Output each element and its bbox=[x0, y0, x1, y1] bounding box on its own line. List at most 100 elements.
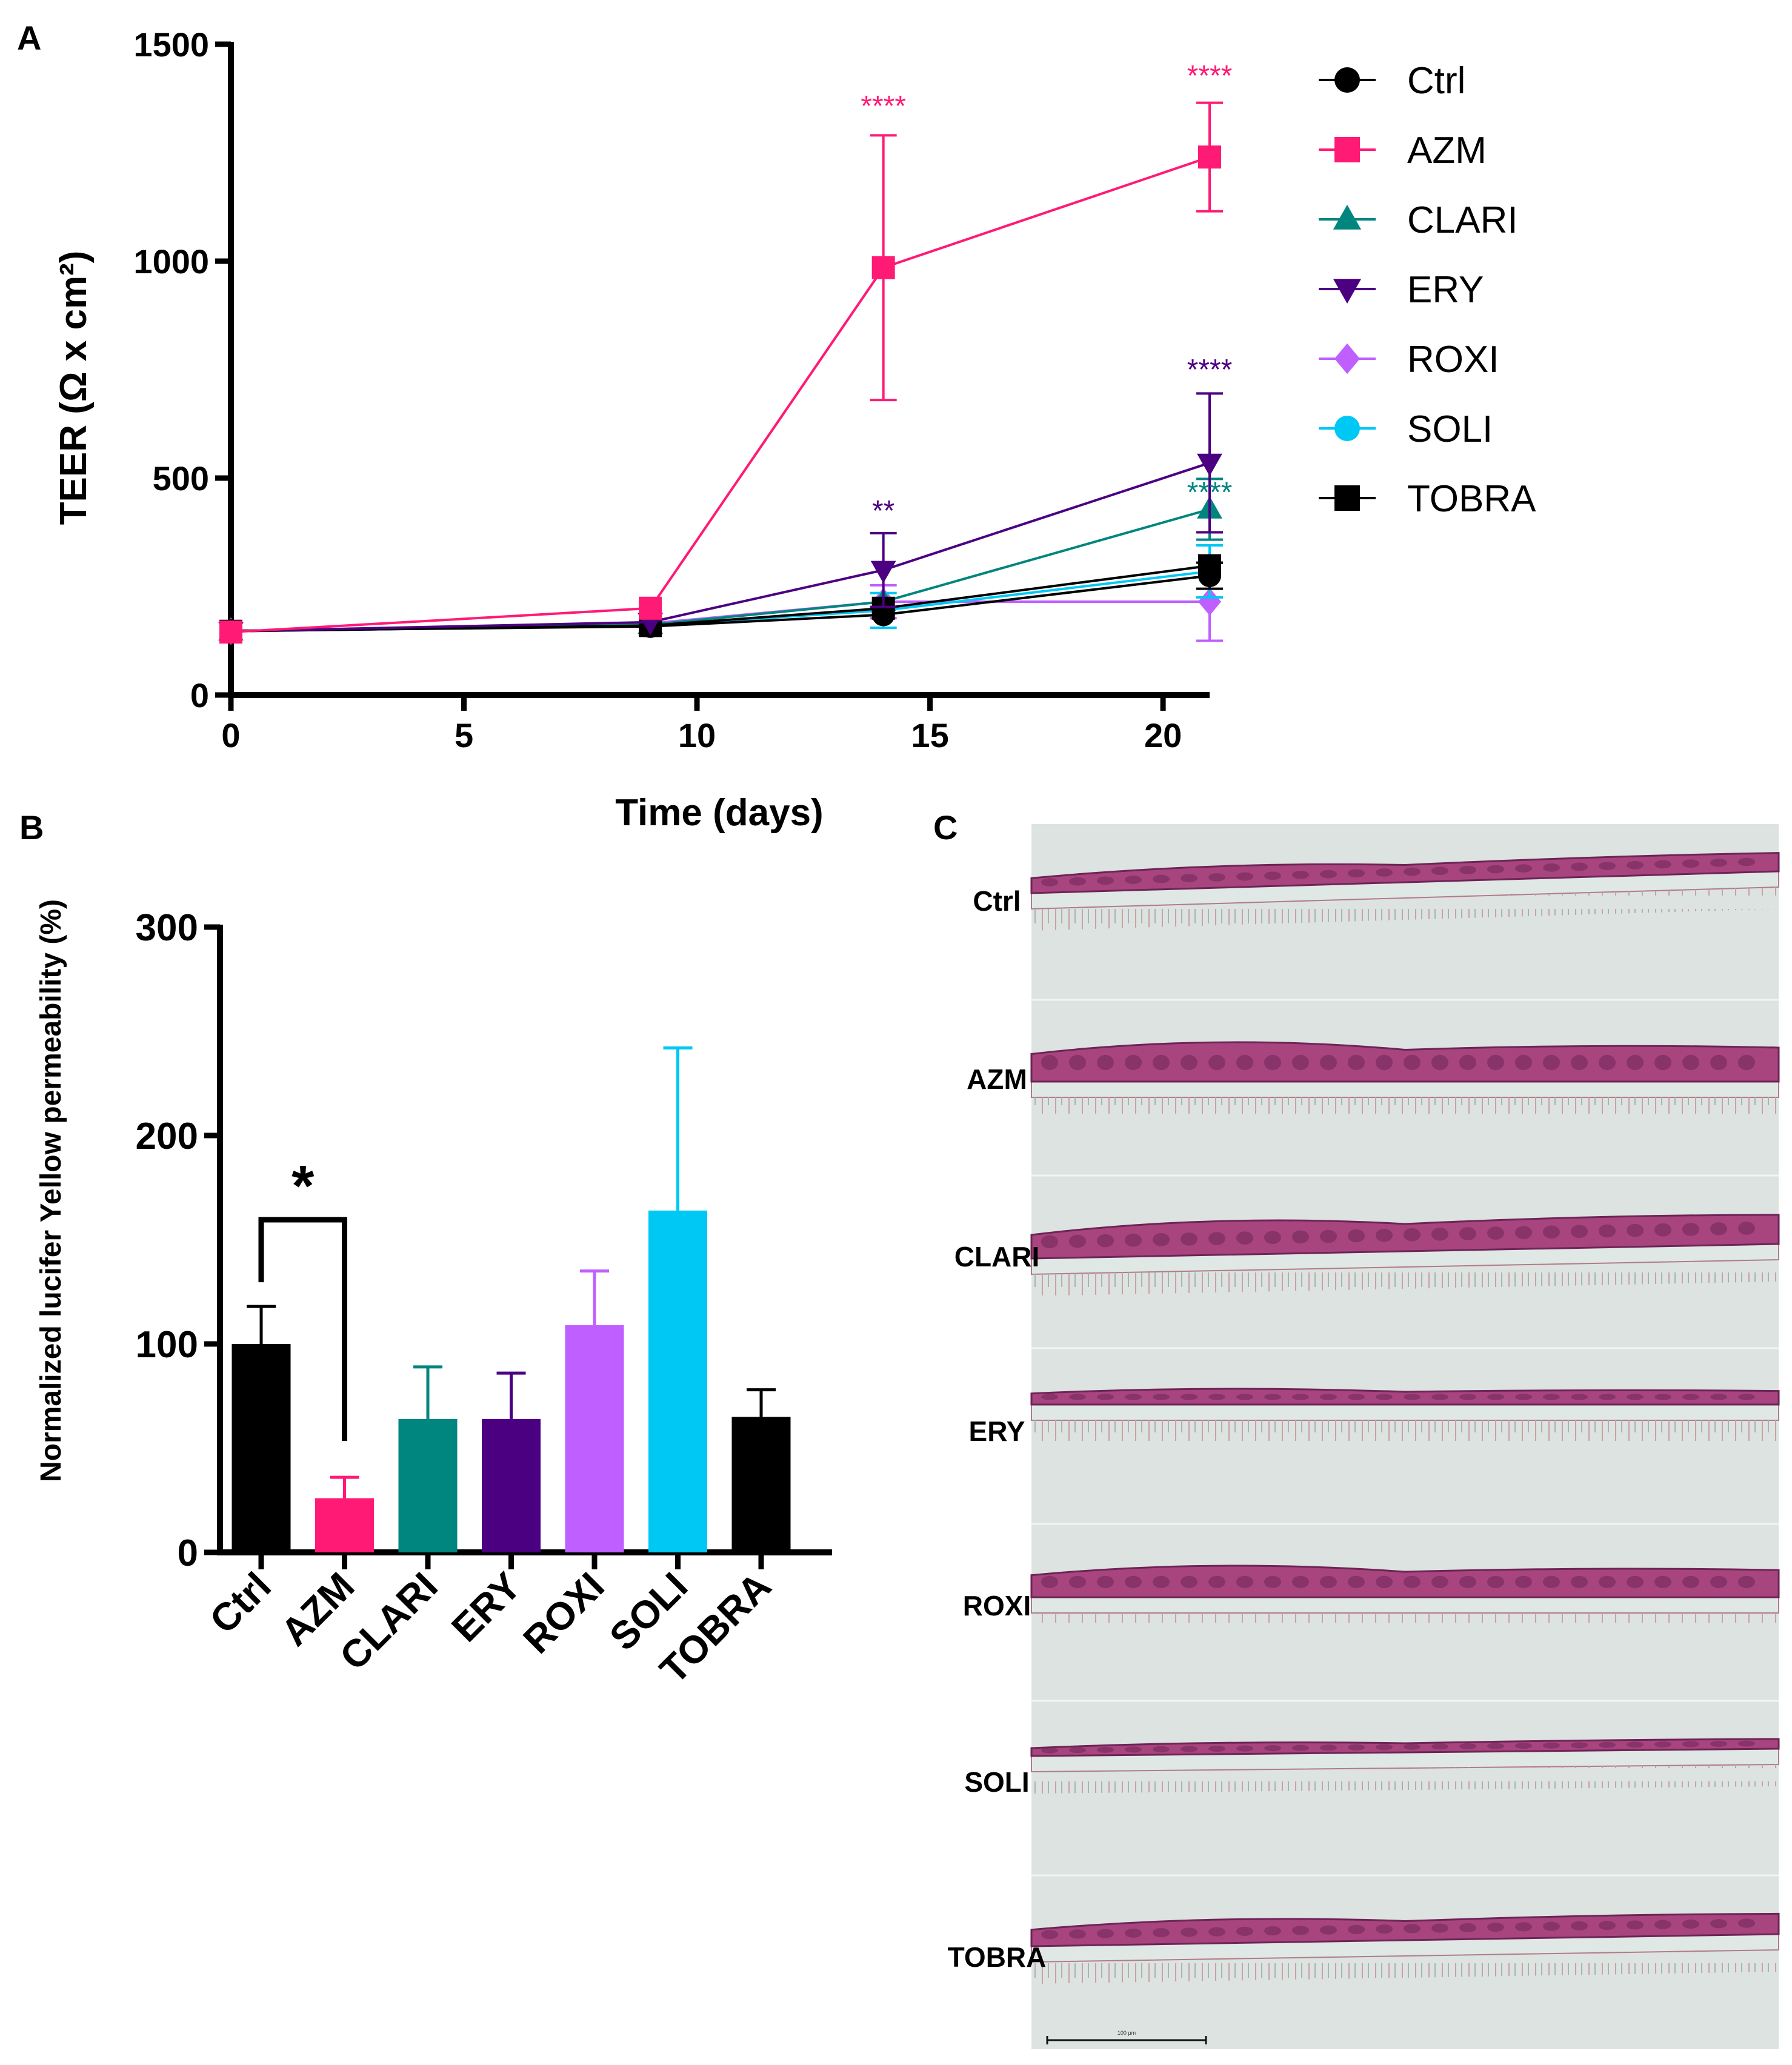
histology-nucleus bbox=[1654, 1223, 1671, 1237]
histology-nucleus bbox=[1654, 1054, 1671, 1071]
histology-nucleus bbox=[1404, 1743, 1421, 1750]
a-x-tick-label: 10 bbox=[678, 716, 716, 754]
histology-nucleus bbox=[1153, 874, 1170, 883]
histology-nucleus bbox=[1459, 1394, 1476, 1400]
scale-bar: 100 μm bbox=[1046, 2030, 1207, 2044]
histology-nucleus bbox=[1431, 866, 1448, 876]
a-point-azm bbox=[219, 620, 242, 644]
histology-nucleus bbox=[1320, 870, 1337, 879]
b-y-tick-label: 300 bbox=[136, 907, 198, 949]
histology-nucleus bbox=[1069, 1394, 1086, 1400]
histology-row-ctrl: Ctrl bbox=[973, 852, 1780, 931]
histology-row-roxi: ROXI bbox=[963, 1523, 1780, 1635]
histology-nucleus bbox=[1710, 1740, 1727, 1747]
histology-nucleus bbox=[1292, 1575, 1309, 1588]
scale-bar-label: 100 μm bbox=[1118, 2030, 1136, 2036]
histology-nucleus bbox=[1627, 1741, 1644, 1748]
histology-nucleus bbox=[1264, 1394, 1281, 1400]
a-line-tobra bbox=[230, 564, 1210, 633]
b-bar-ctrl bbox=[231, 1344, 291, 1552]
a-point-ctrl bbox=[1198, 564, 1221, 588]
a-series-roxi bbox=[219, 561, 1223, 645]
histology-nucleus bbox=[1097, 1394, 1114, 1400]
histology-nucleus bbox=[1069, 877, 1086, 886]
histology-nucleus bbox=[1348, 1394, 1365, 1400]
histology-nucleus bbox=[1125, 1394, 1142, 1400]
histology-nucleus bbox=[1459, 1743, 1476, 1749]
histology-nucleus bbox=[1599, 1921, 1616, 1930]
histology-row-clari: CLARI bbox=[954, 1174, 1780, 1296]
histology-nucleus bbox=[1543, 1054, 1560, 1071]
histology-nucleus bbox=[1208, 1575, 1225, 1588]
histology-row-soli: SOLI bbox=[964, 1700, 1780, 1798]
histology-nucleus bbox=[1404, 1054, 1421, 1071]
histology-nucleus bbox=[1599, 1394, 1616, 1400]
histology-nucleus bbox=[1320, 1394, 1337, 1400]
b-x-tick-label-roxi: ROXI bbox=[515, 1564, 613, 1662]
histology-nucleus bbox=[1208, 1054, 1225, 1071]
histology-nucleus bbox=[1041, 1394, 1058, 1400]
histology-nucleus bbox=[1431, 1923, 1448, 1933]
b-bar-azm bbox=[315, 1498, 374, 1552]
histology-nucleus bbox=[1682, 1054, 1699, 1071]
histology-nucleus bbox=[1404, 1394, 1421, 1400]
histology-nucleus bbox=[1571, 1394, 1588, 1400]
a-y-tick-label: 1500 bbox=[133, 25, 209, 64]
b-bar-tobra bbox=[731, 1417, 791, 1552]
histology-nucleus bbox=[1264, 1054, 1281, 1071]
histology-nucleus bbox=[1069, 1929, 1086, 1939]
histology-nucleus bbox=[1153, 1054, 1170, 1071]
histology-nucleus bbox=[1320, 1744, 1337, 1751]
histology-nucleus bbox=[1431, 1054, 1448, 1071]
a-x-tick-label: 15 bbox=[911, 716, 948, 754]
histology-nucleus bbox=[1543, 1742, 1560, 1749]
histology-label-tobra: TOBRA bbox=[948, 1941, 1047, 1973]
histology-nucleus bbox=[1097, 1746, 1114, 1753]
histology-nucleus bbox=[1153, 1575, 1170, 1588]
histology-nucleus bbox=[1487, 1054, 1504, 1071]
histology-nucleus bbox=[1431, 1228, 1448, 1241]
panel-a-annotations: ****************** bbox=[861, 60, 1232, 527]
a-x-tick-label: 20 bbox=[1144, 716, 1182, 754]
b-bar-group-ctrl: Ctrl bbox=[201, 1305, 291, 1642]
a-y-tick-label: 0 bbox=[190, 676, 209, 714]
histology-nucleus bbox=[1543, 1575, 1560, 1588]
histology-nucleus bbox=[1236, 1054, 1253, 1071]
histology-nucleus bbox=[1599, 862, 1616, 871]
histology-nucleus bbox=[1599, 1224, 1616, 1238]
a-y-tick-label: 500 bbox=[153, 459, 209, 497]
histology-nucleus bbox=[1710, 1054, 1727, 1071]
legend-marker-roxi bbox=[1334, 343, 1360, 374]
b-significance-star: * bbox=[291, 1154, 315, 1219]
histology-nucleus bbox=[1376, 868, 1393, 877]
legend-item-tobra: TOBRA bbox=[1319, 478, 1536, 520]
histology-nucleus bbox=[1376, 1924, 1393, 1934]
histology-nucleus bbox=[1236, 1575, 1253, 1588]
b-bar-clari bbox=[398, 1418, 458, 1552]
histology-nucleus bbox=[1682, 1223, 1699, 1236]
histology-nucleus bbox=[1682, 859, 1699, 868]
panel-a-legend: Ctrl AZM CLARI ERY ROXI SOLI TOBRA bbox=[1319, 60, 1536, 520]
histology-nucleus bbox=[1292, 1926, 1309, 1935]
histology-nucleus bbox=[1738, 857, 1755, 866]
panel-a-y-axis-label: TEER (Ω x cm²) bbox=[53, 251, 95, 525]
histology-nucleus bbox=[1153, 1394, 1170, 1400]
legend-label-tobra: TOBRA bbox=[1407, 478, 1536, 520]
histology-nucleus bbox=[1682, 1919, 1699, 1929]
histology-nucleus bbox=[1543, 1394, 1560, 1400]
legend-marker-tobra bbox=[1334, 485, 1360, 511]
histology-nucleus bbox=[1515, 1226, 1532, 1239]
histology-nucleus bbox=[1097, 1929, 1114, 1938]
panel-b-y-axis-label: Normalized lucifer Yellow permeability (… bbox=[35, 899, 67, 1482]
histology-nucleus bbox=[1348, 1054, 1365, 1071]
histology-nucleus bbox=[1236, 1231, 1253, 1245]
histology-nucleus bbox=[1181, 874, 1197, 883]
histology-label-azm: AZM bbox=[967, 1063, 1027, 1095]
panel-c-label: C bbox=[933, 808, 958, 846]
panel-a-series bbox=[218, 101, 1223, 645]
histology-nucleus bbox=[1125, 1054, 1142, 1071]
histology-nucleus bbox=[1571, 1742, 1588, 1749]
histology-nucleus bbox=[1738, 1394, 1755, 1400]
histology-nucleus bbox=[1264, 1745, 1281, 1752]
